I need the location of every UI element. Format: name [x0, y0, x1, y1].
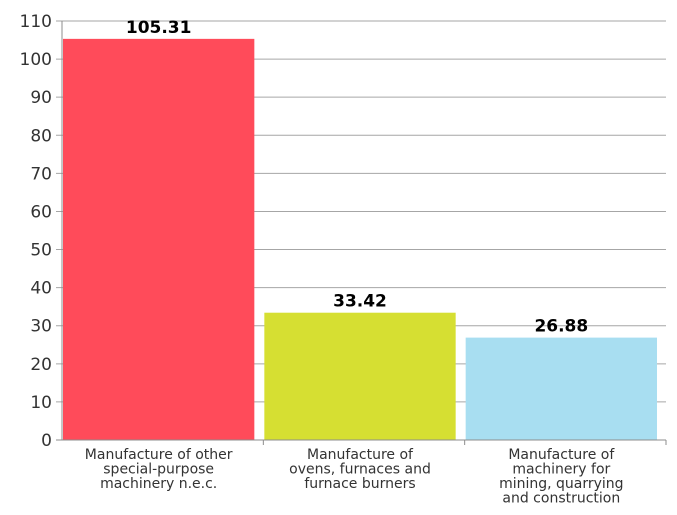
y-tick-label: 90: [30, 88, 52, 108]
bar: [63, 38, 255, 441]
bar: [465, 337, 657, 440]
x-tick-label: Manufacture of: [307, 447, 414, 463]
y-tick-label: 60: [30, 202, 52, 222]
x-tick-label: Manufacture of other: [85, 447, 233, 463]
y-tick-label: 10: [30, 393, 52, 413]
x-axis: Manufacture of otherspecial-purposemachi…: [56, 439, 667, 507]
y-tick-label: 40: [30, 279, 52, 299]
bars: 105.31 33.42 26.88: [63, 18, 657, 441]
y-tick-label: 80: [30, 126, 52, 146]
x-tick-label: furnace burners: [304, 476, 415, 492]
y-axis: 0 10 20 30 40 50 60 70 80 90 100 110: [20, 12, 63, 451]
x-tick-label: mining, quarrying: [499, 476, 624, 492]
x-tick-label: special-purpose: [103, 462, 214, 478]
y-tick-label: 50: [30, 241, 52, 261]
y-tick-label: 20: [30, 355, 52, 375]
data-label: 26.88: [534, 317, 588, 337]
y-tick-label: 30: [30, 317, 52, 337]
x-tick-label: ovens, furnaces and: [289, 462, 431, 478]
y-tick-label: 70: [30, 164, 52, 184]
x-tick-label: machinery for: [512, 462, 610, 478]
data-label: 105.31: [126, 18, 192, 38]
y-tick-label: 110: [20, 12, 52, 32]
x-tick-label: and construction: [502, 491, 620, 507]
y-tick-label: 100: [20, 50, 52, 70]
bar: [264, 312, 456, 440]
y-tick-label: 0: [41, 431, 52, 451]
x-tick-label: Manufacture of: [508, 447, 615, 463]
x-tick-label: machinery n.e.c.: [100, 476, 217, 492]
data-label: 33.42: [333, 292, 387, 312]
